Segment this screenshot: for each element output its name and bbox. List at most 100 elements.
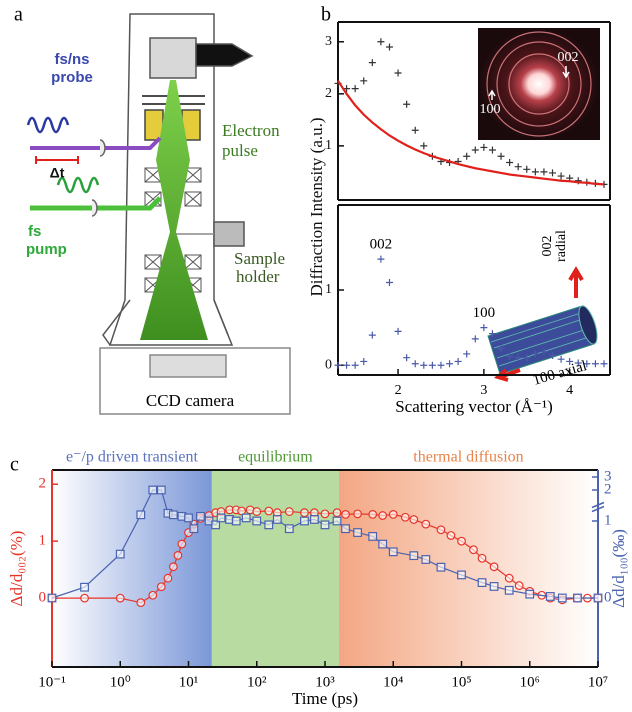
pump-label: pump (26, 241, 67, 258)
camera-label: CCD camera (146, 391, 235, 410)
marker (189, 524, 199, 534)
marker (351, 85, 359, 93)
marker (368, 531, 378, 541)
marker (557, 172, 565, 180)
y-axis-label: Δd/d₀₀₂(%) (7, 531, 26, 607)
marker (136, 510, 146, 520)
marker (47, 593, 57, 603)
marker (506, 352, 514, 360)
marker (420, 142, 428, 150)
marker (489, 562, 499, 572)
marker (436, 525, 446, 535)
marker (368, 331, 376, 339)
marker (332, 508, 342, 518)
pump-pulse (56, 176, 100, 194)
marker (523, 165, 531, 173)
pump-beam (30, 196, 162, 211)
marker (428, 361, 436, 369)
inset-label: 100 axial (531, 358, 589, 389)
camera-box (99, 347, 291, 415)
region-label: e⁻/p driven transient (66, 449, 199, 466)
marker (457, 536, 466, 546)
marker (177, 539, 187, 549)
electron-beam (140, 80, 208, 340)
marker (591, 360, 599, 368)
probe-pulse (26, 116, 70, 134)
y-tick-label: 2 (39, 476, 47, 492)
x-tick-label: 2 (395, 383, 402, 398)
x-tick-label: 10⁷ (588, 674, 608, 690)
marker (437, 361, 445, 369)
panel-label: a (14, 4, 23, 26)
marker (480, 143, 488, 151)
marker (368, 510, 378, 519)
electron-label: Electron (222, 121, 280, 140)
region (338, 470, 598, 667)
marker (454, 357, 462, 365)
marker (540, 348, 548, 356)
marker (388, 547, 398, 557)
x-tick-label: 3 (480, 383, 487, 398)
marker (394, 327, 402, 335)
electron-gun (149, 37, 197, 79)
marker (351, 361, 359, 369)
y-axis-label: Diffraction Intensity (a.u.) (307, 117, 326, 296)
marker (360, 357, 368, 365)
sample-label: Sample (234, 249, 285, 268)
marker (163, 573, 173, 583)
sample-label: holder (236, 267, 280, 286)
marker (378, 511, 388, 520)
marker (196, 511, 205, 521)
marker (504, 585, 514, 595)
marker (583, 360, 591, 368)
marker (545, 592, 555, 601)
panel-label: b (321, 4, 331, 26)
inset-label: 002 (558, 50, 579, 65)
delay-arrow (35, 156, 79, 164)
marker (463, 350, 471, 358)
marker (115, 549, 125, 559)
x-tick-label: 10⁻¹ (38, 674, 65, 690)
marker (574, 359, 582, 367)
marker (264, 506, 274, 516)
marker (332, 516, 342, 526)
x-tick-label: 10⁰ (110, 674, 131, 690)
marker (540, 168, 548, 176)
marker (341, 510, 350, 519)
y-tick-label: 2 (325, 86, 332, 101)
camera (149, 354, 227, 378)
marker (353, 509, 362, 519)
panel-label: c (10, 454, 19, 476)
marker (148, 590, 158, 600)
marker (80, 582, 89, 592)
region (52, 470, 212, 667)
marker (531, 350, 539, 358)
marker (173, 551, 183, 560)
diffraction-image (478, 28, 600, 140)
marker (148, 485, 158, 495)
marker (600, 360, 608, 368)
marker (341, 524, 350, 534)
marker (497, 152, 505, 160)
y-tick-label: 0 (325, 357, 332, 372)
marker (436, 562, 446, 572)
marker (497, 345, 505, 353)
y-tick-label: 1 (39, 533, 47, 549)
inset-label: 002 (540, 236, 555, 257)
marker (488, 146, 496, 154)
marker (400, 512, 410, 522)
marker (411, 360, 419, 368)
marker (514, 163, 522, 171)
marker (353, 528, 362, 537)
marker (573, 593, 582, 603)
marker (409, 551, 419, 561)
marker (488, 330, 496, 338)
marker (549, 169, 557, 177)
marker (378, 539, 388, 549)
inset-label: 100 (480, 102, 501, 117)
marker (136, 598, 146, 608)
pump-label: fs (28, 223, 41, 240)
marker (409, 515, 419, 524)
marker (385, 278, 393, 286)
delay-label: Δt (50, 165, 65, 181)
